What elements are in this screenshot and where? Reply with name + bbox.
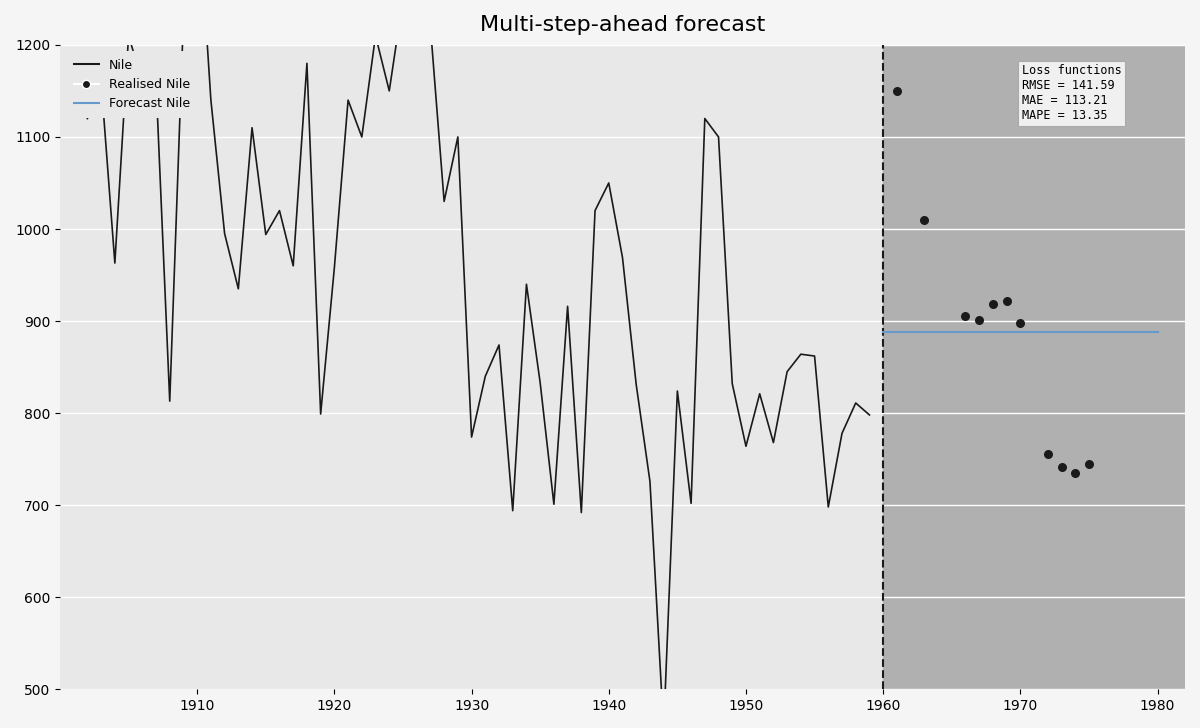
Line: Nile: Nile <box>88 0 870 728</box>
Nile <box>863 411 877 419</box>
Legend: Nile, Realised Nile, Forecast Nile: Nile, Realised Nile, Forecast Nile <box>66 51 197 118</box>
Realised Nile <box>956 309 976 321</box>
Realised Nile <box>887 85 906 97</box>
Title: Multi-step-ahead forecast: Multi-step-ahead forecast <box>480 15 766 35</box>
Realised Nile <box>983 298 1002 310</box>
Realised Nile <box>914 214 934 226</box>
Nile <box>286 261 300 270</box>
Nile <box>656 725 671 728</box>
Forecast Nile <box>876 328 890 336</box>
Nile <box>272 206 287 215</box>
Realised Nile <box>997 295 1016 306</box>
Bar <box>883 45 1200 689</box>
Nile <box>80 114 95 123</box>
Realised Nile <box>1038 448 1057 459</box>
Nile <box>684 499 698 507</box>
Nile <box>767 438 781 447</box>
Text: Loss functions
RMSE = 141.59
MAE = 113.21
MAPE = 13.35: Loss functions RMSE = 141.59 MAE = 113.2… <box>1022 64 1122 122</box>
Nile <box>616 253 630 262</box>
Realised Nile <box>1052 461 1072 472</box>
Realised Nile <box>1066 467 1085 479</box>
Realised Nile <box>970 314 989 326</box>
Realised Nile <box>1079 458 1098 470</box>
Nile <box>835 429 850 438</box>
Realised Nile <box>1010 317 1030 329</box>
Forecast Nile <box>1151 328 1165 336</box>
